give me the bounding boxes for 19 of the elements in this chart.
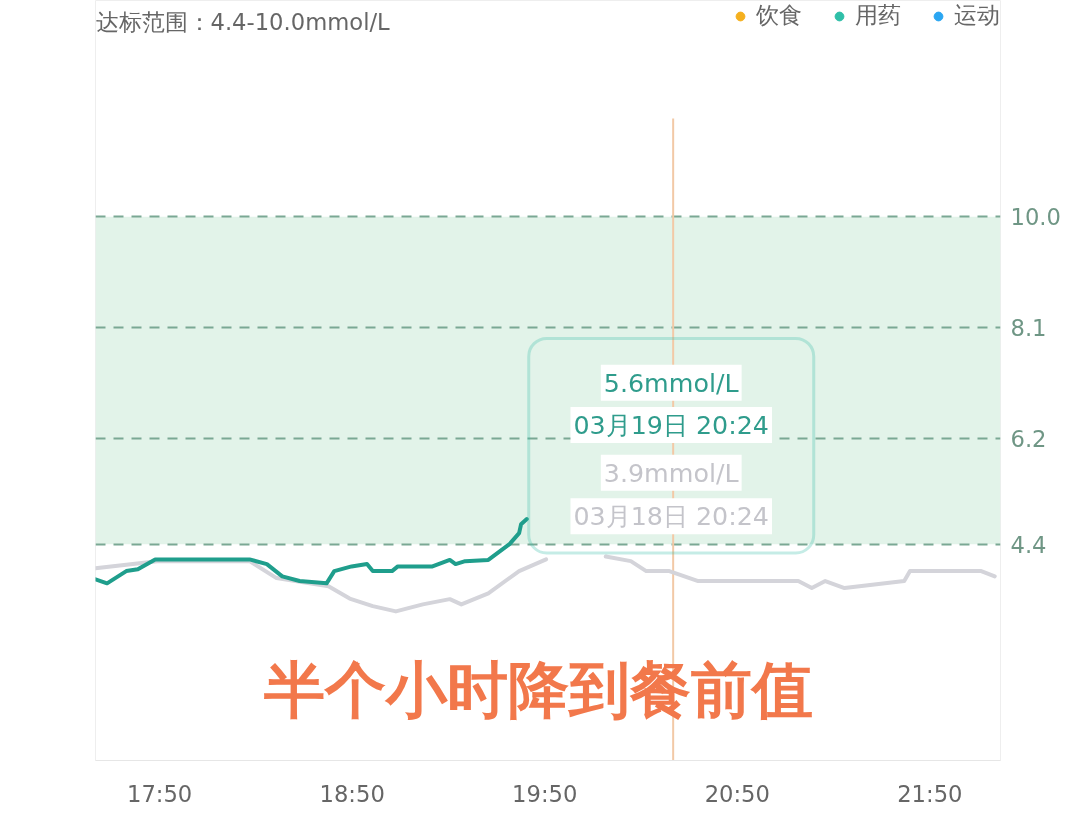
annotation: 03月19日 20:24 xyxy=(573,409,769,440)
annotation: 5.6mmol/L xyxy=(603,367,739,398)
legend-label: 饮食 xyxy=(756,1,802,30)
y-tick-label: 4.4 xyxy=(1010,531,1047,558)
y-tick-label: 6.2 xyxy=(1010,426,1047,453)
annotation: 半个小时降到餐前值 xyxy=(262,654,813,726)
chart-title: 达标范围：4.4-10.0mmol/L xyxy=(95,8,391,35)
legend-label: 用药 xyxy=(855,1,901,30)
line-series xyxy=(95,517,529,586)
x-tick-label: 18:50 xyxy=(319,780,385,807)
legend-label: 运动 xyxy=(954,1,1000,30)
y-tick-label: 10.0 xyxy=(1010,204,1061,231)
x-tick-label: 21:50 xyxy=(897,780,963,807)
annotation: 03月18日 20:24 xyxy=(573,501,769,532)
x-tick-label: 19:50 xyxy=(512,780,578,807)
x-tick-label: 20:50 xyxy=(704,780,770,807)
y-tick-label: 8.1 xyxy=(1010,315,1047,342)
x-tick-label: 17:50 xyxy=(126,780,193,807)
annotation: 3.9mmol/L xyxy=(603,457,739,488)
